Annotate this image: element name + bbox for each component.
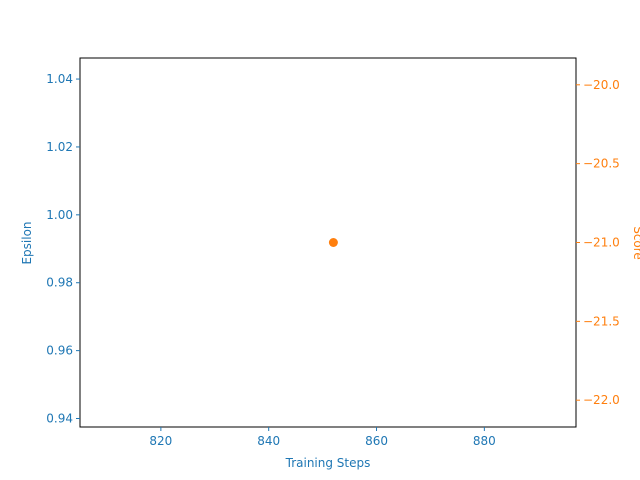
right-y-axis: −20.0 −20.5 −21.0 −21.5 −22.0 [576, 78, 620, 407]
score-point [328, 238, 338, 247]
right-tick-label: −22.0 [583, 393, 620, 407]
x-axis: 820 840 860 880 [149, 427, 496, 448]
left-tick-label: 1.04 [46, 72, 73, 86]
plot-area [79, 57, 577, 428]
right-tick-label: −21.5 [583, 314, 620, 328]
left-axis-title: Epsilon [20, 221, 34, 264]
left-tick-label: 1.02 [46, 140, 73, 154]
right-tick-label: −20.0 [583, 78, 620, 92]
left-tick-label: 0.98 [46, 276, 73, 290]
right-tick-label: −21.0 [583, 236, 620, 250]
x-tick-label: 840 [257, 434, 280, 448]
left-tick-label: 0.94 [46, 412, 73, 426]
left-tick-label: 1.00 [46, 208, 73, 222]
x-tick-label: 860 [365, 434, 388, 448]
right-tick-label: −20.5 [583, 157, 620, 171]
left-tick-label: 0.96 [46, 344, 73, 358]
data-points [328, 238, 338, 247]
right-axis-title: Score [631, 226, 640, 260]
left-y-axis: 0.94 0.96 0.98 1.00 1.02 1.04 [46, 72, 80, 426]
x-axis-title: Training Steps [285, 456, 371, 470]
x-tick-label: 820 [149, 434, 172, 448]
x-tick-label: 880 [473, 434, 496, 448]
